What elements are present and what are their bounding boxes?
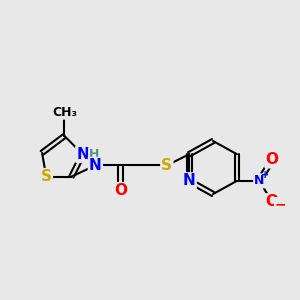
Text: N: N <box>183 173 196 188</box>
Text: N: N <box>76 147 89 162</box>
Text: +: + <box>262 170 270 180</box>
Text: O: O <box>266 152 278 167</box>
Text: S: S <box>41 169 52 184</box>
Text: N: N <box>254 174 265 187</box>
Text: −: − <box>274 198 286 212</box>
Text: H: H <box>89 148 99 161</box>
Text: N: N <box>89 158 102 173</box>
Text: O: O <box>266 194 278 209</box>
Text: S: S <box>161 158 172 173</box>
Text: CH₃: CH₃ <box>52 106 77 118</box>
Text: O: O <box>114 183 127 198</box>
